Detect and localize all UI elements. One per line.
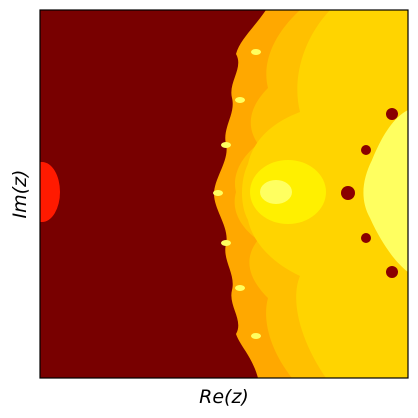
boundary-highlights	[213, 49, 261, 339]
right-pale-region	[363, 110, 408, 272]
pale-center	[260, 180, 292, 204]
x-axis-label: Re(z)	[199, 386, 249, 408]
boundary-highlight	[221, 240, 231, 246]
plot-frame	[39, 9, 409, 379]
boundary-highlight	[213, 190, 223, 196]
dark-bulbs	[341, 108, 398, 278]
dark-bulb	[386, 266, 398, 278]
boundary-highlight	[221, 142, 231, 148]
dark-bulb	[341, 186, 355, 200]
dark-bulb	[386, 108, 398, 120]
boundary-highlight	[251, 333, 261, 339]
dark-bulb	[361, 233, 371, 243]
y-axis-label: Im(z)	[9, 170, 31, 219]
boundary-highlight	[235, 285, 245, 291]
boundary-highlight	[251, 49, 261, 55]
boundary-highlight	[235, 97, 245, 103]
dark-bulb	[361, 145, 371, 155]
plot-area	[40, 10, 408, 378]
left-bright-region	[40, 162, 60, 222]
